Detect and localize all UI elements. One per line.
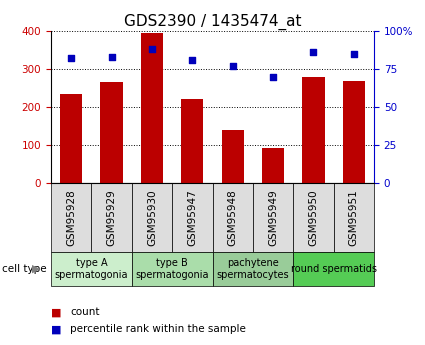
Text: ▶: ▶ xyxy=(32,264,40,274)
Text: GSM95930: GSM95930 xyxy=(147,189,157,246)
FancyBboxPatch shape xyxy=(293,252,374,286)
Text: ■: ■ xyxy=(51,307,62,317)
Point xyxy=(108,54,115,60)
Bar xyxy=(302,77,325,183)
Bar xyxy=(262,148,284,183)
FancyBboxPatch shape xyxy=(253,183,293,252)
Text: ■: ■ xyxy=(51,325,62,334)
FancyBboxPatch shape xyxy=(212,252,293,286)
Bar xyxy=(221,130,244,183)
Text: GSM95949: GSM95949 xyxy=(268,189,278,246)
Point xyxy=(310,50,317,55)
FancyBboxPatch shape xyxy=(293,183,334,252)
Text: type B
spermatogonia: type B spermatogonia xyxy=(136,258,209,280)
Bar xyxy=(100,82,123,183)
Text: GSM95950: GSM95950 xyxy=(309,189,318,246)
Bar xyxy=(181,99,204,183)
Bar xyxy=(60,94,82,183)
Text: percentile rank within the sample: percentile rank within the sample xyxy=(70,325,246,334)
Point xyxy=(229,63,236,69)
FancyBboxPatch shape xyxy=(132,252,212,286)
FancyBboxPatch shape xyxy=(132,183,172,252)
Text: GSM95951: GSM95951 xyxy=(349,189,359,246)
FancyBboxPatch shape xyxy=(212,183,253,252)
Text: type A
spermatogonia: type A spermatogonia xyxy=(55,258,128,280)
Bar xyxy=(141,33,163,183)
Text: GSM95948: GSM95948 xyxy=(228,189,238,246)
FancyBboxPatch shape xyxy=(91,183,132,252)
Point xyxy=(68,56,75,61)
Bar xyxy=(343,81,365,183)
FancyBboxPatch shape xyxy=(51,183,91,252)
Point xyxy=(189,57,196,63)
Text: round spermatids: round spermatids xyxy=(291,264,377,274)
FancyBboxPatch shape xyxy=(172,183,212,252)
Text: GSM95929: GSM95929 xyxy=(107,189,116,246)
Text: GSM95947: GSM95947 xyxy=(187,189,197,246)
Text: count: count xyxy=(70,307,99,317)
Text: pachytene
spermatocytes: pachytene spermatocytes xyxy=(217,258,289,280)
Text: cell type: cell type xyxy=(2,264,47,274)
Point xyxy=(148,47,155,52)
Point xyxy=(269,74,276,79)
FancyBboxPatch shape xyxy=(334,183,374,252)
Point xyxy=(350,51,357,57)
FancyBboxPatch shape xyxy=(51,252,132,286)
Text: GSM95928: GSM95928 xyxy=(66,189,76,246)
Title: GDS2390 / 1435474_at: GDS2390 / 1435474_at xyxy=(124,13,301,30)
